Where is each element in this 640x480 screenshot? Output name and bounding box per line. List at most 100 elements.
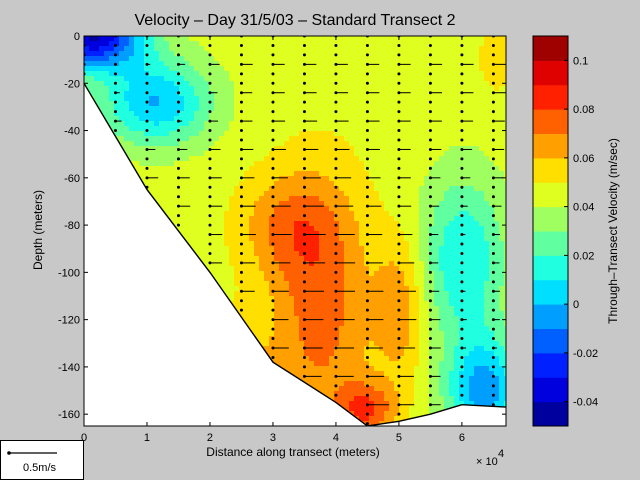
velocity-cell (399, 51, 405, 57)
velocity-cell (504, 266, 506, 272)
velocity-cell (389, 236, 395, 242)
velocity-cell (264, 131, 270, 137)
velocity-cell (149, 146, 155, 152)
velocity-cell (209, 256, 215, 262)
velocity-cell (364, 151, 370, 157)
velocity-cell (399, 111, 405, 117)
velocity-cell (424, 296, 430, 302)
velocity-cell (194, 166, 200, 172)
velocity-cell (469, 201, 475, 207)
velocity-cell (404, 61, 410, 67)
velocity-cell (194, 206, 200, 212)
velocity-cell (294, 166, 300, 172)
velocity-cell (274, 141, 280, 147)
velocity-cell (439, 131, 445, 137)
velocity-cell (384, 151, 390, 157)
velocity-cell (449, 191, 455, 197)
velocity-cell (489, 231, 495, 237)
velocity-cell (494, 121, 500, 127)
velocity-cell (374, 261, 380, 267)
velocity-cell (234, 36, 240, 42)
velocity-cell (304, 251, 310, 257)
velocity-cell (484, 236, 490, 242)
velocity-cell (319, 121, 325, 127)
velocity-cell (129, 101, 135, 107)
velocity-cell (269, 151, 275, 157)
velocity-cell (169, 171, 175, 177)
velocity-cell (324, 191, 330, 197)
velocity-cell (369, 151, 375, 157)
velocity-cell (394, 281, 400, 287)
velocity-cell (374, 146, 380, 152)
velocity-cell (239, 36, 245, 42)
velocity-cell (459, 246, 465, 252)
velocity-cell (159, 71, 165, 77)
velocity-cell (324, 261, 330, 267)
velocity-cell (239, 201, 245, 207)
velocity-cell (399, 316, 405, 322)
velocity-cell (299, 221, 305, 227)
velocity-cell (454, 231, 460, 237)
velocity-cell (504, 216, 506, 222)
velocity-cell (104, 116, 110, 122)
velocity-cell (249, 96, 255, 102)
velocity-cell (369, 131, 375, 137)
velocity-cell (434, 166, 440, 172)
velocity-cell (304, 181, 310, 187)
velocity-cell (179, 91, 185, 97)
velocity-cell (114, 41, 120, 47)
velocity-cell (349, 251, 355, 257)
velocity-cell (444, 101, 450, 107)
velocity-cell (469, 221, 475, 227)
velocity-cell (319, 186, 325, 192)
velocity-cell (344, 96, 350, 102)
velocity-cell (494, 131, 500, 137)
velocity-cell (229, 151, 235, 157)
velocity-cell (304, 46, 310, 52)
velocity-cell (339, 271, 345, 277)
velocity-cell (384, 311, 390, 317)
velocity-cell (344, 141, 350, 147)
velocity-cell (254, 161, 260, 167)
velocity-cell (159, 56, 165, 62)
velocity-cell (84, 66, 90, 72)
velocity-cell (289, 66, 295, 72)
velocity-cell (404, 51, 410, 57)
velocity-cell (349, 61, 355, 67)
velocity-cell (409, 286, 415, 292)
velocity-cell (279, 81, 285, 87)
velocity-cell (99, 36, 105, 42)
velocity-cell (379, 146, 385, 152)
velocity-cell (379, 226, 385, 232)
velocity-cell (409, 61, 415, 67)
velocity-cell (184, 111, 190, 117)
velocity-cell (209, 86, 215, 92)
velocity-cell (294, 36, 300, 42)
velocity-cell (219, 61, 225, 67)
velocity-cell (294, 91, 300, 97)
velocity-cell (329, 66, 335, 72)
velocity-cell (254, 146, 260, 152)
velocity-cell (159, 176, 165, 182)
velocity-cell (229, 191, 235, 197)
velocity-cell (349, 171, 355, 177)
velocity-cell (309, 141, 315, 147)
velocity-cell (489, 101, 495, 107)
velocity-cell (439, 76, 445, 82)
velocity-cell (319, 51, 325, 57)
velocity-cell (189, 231, 195, 237)
velocity-cell (299, 211, 305, 217)
velocity-cell (304, 141, 310, 147)
velocity-cell (299, 76, 305, 82)
velocity-cell (344, 81, 350, 87)
velocity-cell (334, 211, 340, 217)
velocity-cell (229, 246, 235, 252)
velocity-cell (494, 51, 500, 57)
velocity-cell (329, 51, 335, 57)
velocity-cell (234, 66, 240, 72)
velocity-cell (309, 231, 315, 237)
velocity-cell (164, 196, 170, 202)
velocity-cell (404, 41, 410, 47)
velocity-cell (274, 301, 280, 307)
velocity-cell (244, 36, 250, 42)
